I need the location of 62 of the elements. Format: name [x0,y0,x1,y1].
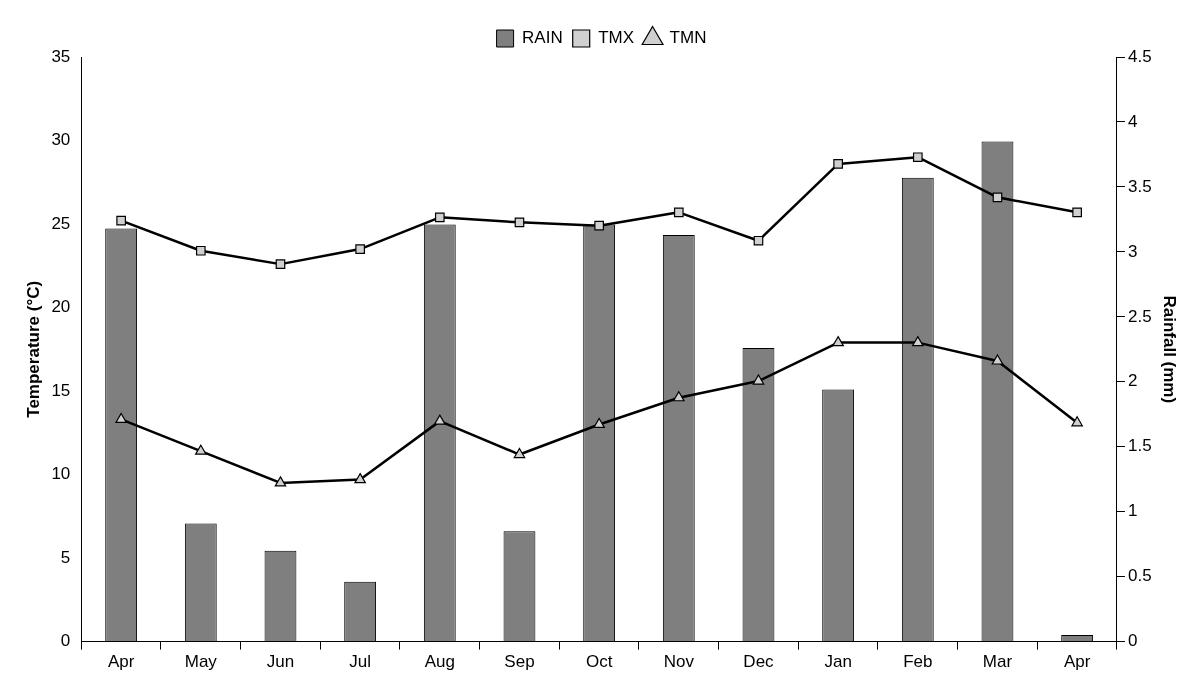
point [514,217,525,228]
x-tick-label: Apr [1063,652,1091,672]
point [1072,207,1082,218]
x-tick-label: Oct [585,652,613,672]
legend-label: RAIN [522,28,563,48]
x-tick-label: Feb [903,652,933,672]
y-tick-label: 35 [51,46,71,66]
x-tick-label: Dec [743,652,775,672]
point [752,374,765,385]
y-tick-label: 10 [51,464,71,484]
y2-tick-label: 3.5 [1127,176,1152,196]
point [195,245,206,256]
x-tick-label: Apr [107,652,135,672]
legend-label: TMX [598,28,635,48]
y2-tick-label: 0.5 [1127,566,1152,586]
y-tick-label: 5 [60,547,71,567]
x-tick-label: Jul [349,652,372,672]
point [434,414,446,425]
point [274,476,287,487]
y-tick-label: 0 [60,631,71,651]
y-tick-label: 20 [51,297,71,317]
point [673,391,685,402]
y2-tick-label: 4 [1127,111,1138,131]
y2-tick-label: 2 [1127,371,1138,391]
y2-tick-label: 2.5 [1127,306,1152,326]
y2-tick-label: 1.5 [1127,436,1152,456]
point [513,447,526,459]
y2-tick-label: 4.5 [1127,46,1152,66]
point [354,472,366,484]
y2-axis-title: Rainfall (mm) [1160,295,1180,404]
point [753,235,764,246]
point [593,417,605,429]
point [115,412,127,424]
y-axis-title: Temperature (°C) [23,280,43,418]
point [833,159,843,169]
x-tick-label: May [184,652,218,672]
point [594,220,604,231]
point [116,215,126,226]
x-tick-label: Nov [663,652,695,672]
point [832,336,844,347]
y-tick-label: 25 [51,213,71,233]
x-tick-label: Aug [424,652,455,672]
x-tick-label: Mar [982,652,1013,672]
y-tick-label: 30 [51,130,71,150]
x-tick-label: Jun [266,652,295,672]
y2-tick-label: 3 [1127,241,1138,261]
point [195,444,207,455]
point [673,207,684,218]
legend-label: TMN [669,28,707,48]
point [991,354,1004,365]
x-tick-label: Jan [824,652,852,672]
x-tick-label: Sep [504,652,535,672]
y2-tick-label: 0 [1127,631,1138,651]
point [992,192,1003,203]
y-tick-label: 15 [51,380,71,400]
point [1071,416,1083,427]
point [355,244,365,254]
point [275,259,286,269]
y2-tick-label: 1 [1127,501,1138,521]
point [434,212,445,223]
point [912,336,924,347]
point [912,152,923,163]
